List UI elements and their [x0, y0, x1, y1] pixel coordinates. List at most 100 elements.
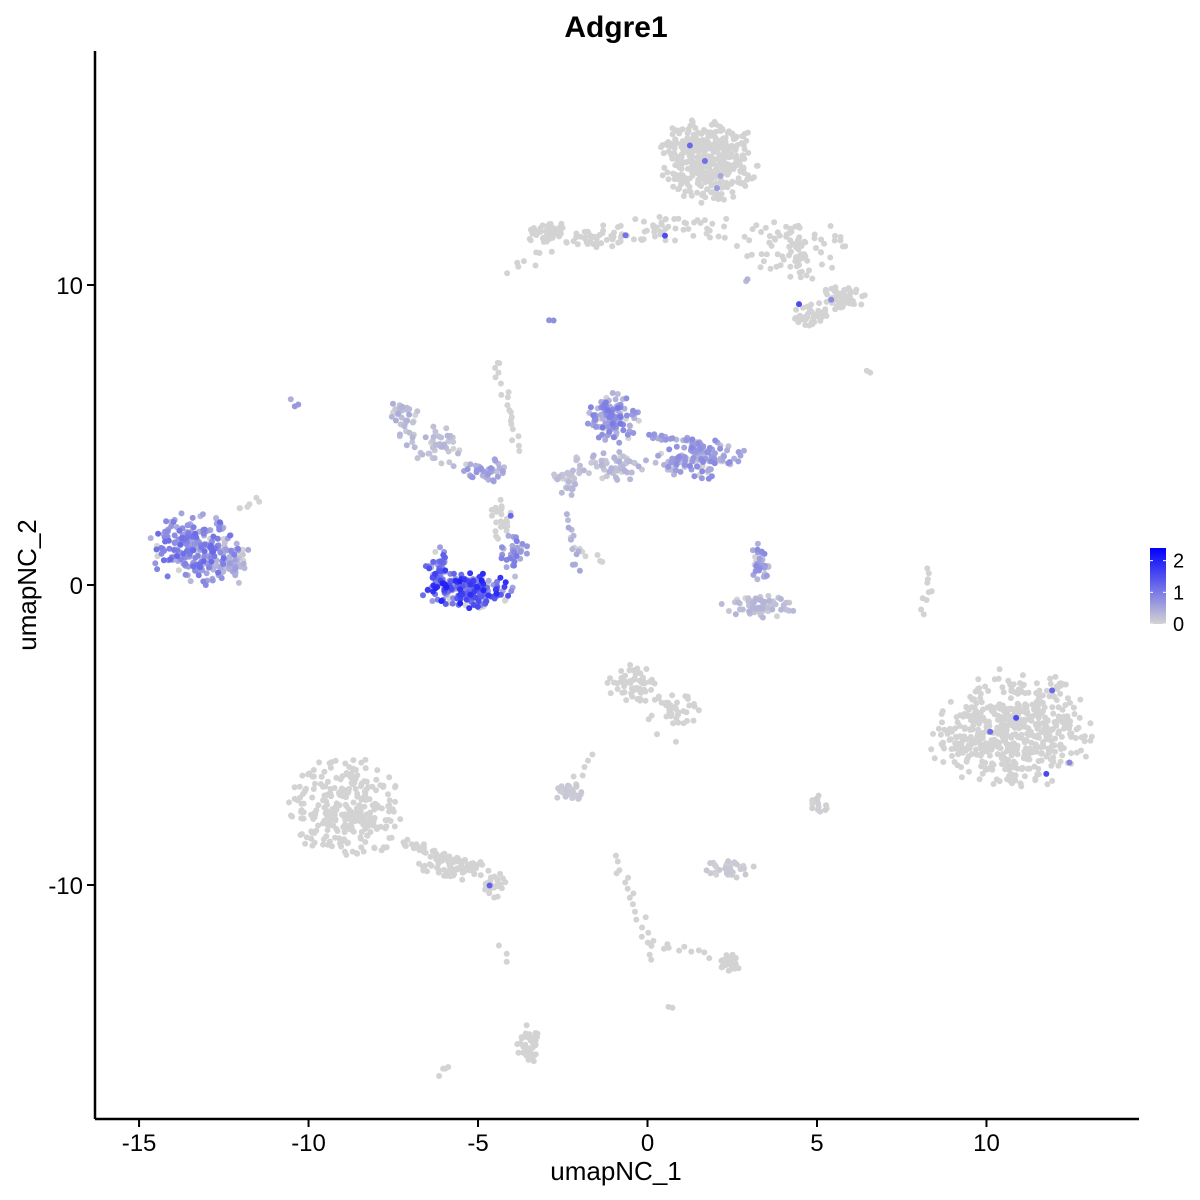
data-point	[695, 707, 702, 714]
data-point	[759, 614, 766, 621]
data-point	[326, 822, 333, 829]
data-point	[359, 813, 366, 820]
data-point	[615, 239, 622, 246]
data-point	[380, 784, 387, 790]
data-point	[658, 219, 665, 226]
data-point	[584, 420, 591, 427]
data-point	[428, 862, 435, 869]
data-point	[679, 126, 686, 133]
data-point	[338, 787, 345, 794]
data-point	[215, 569, 222, 576]
data-point	[761, 598, 768, 605]
data-point	[757, 264, 764, 271]
data-point	[301, 788, 308, 795]
data-point	[622, 232, 629, 239]
data-point	[730, 133, 737, 140]
data-point	[1023, 737, 1030, 744]
data-point	[811, 311, 818, 318]
data-point	[1012, 731, 1019, 738]
data-point	[662, 436, 669, 443]
data-point	[1066, 759, 1073, 766]
data-point	[632, 908, 638, 915]
data-point	[474, 861, 481, 868]
data-point	[603, 473, 610, 480]
data-point	[977, 751, 984, 758]
data-point	[565, 524, 572, 531]
data-point	[751, 174, 757, 181]
data-point	[160, 557, 167, 564]
data-point	[245, 546, 252, 553]
data-point	[498, 506, 505, 513]
data-point	[821, 240, 828, 247]
data-point	[210, 533, 217, 540]
data-point	[648, 678, 655, 685]
data-point	[594, 241, 601, 247]
data-point	[223, 546, 229, 553]
data-point	[342, 816, 349, 823]
data-point	[656, 213, 663, 220]
data-point	[421, 862, 428, 869]
data-point	[321, 792, 328, 799]
data-point	[975, 726, 982, 733]
data-point	[1046, 727, 1053, 734]
data-point	[485, 476, 492, 483]
data-point	[698, 183, 704, 189]
data-point	[688, 444, 695, 451]
data-point	[732, 611, 739, 618]
data-point	[516, 448, 523, 454]
data-point	[702, 145, 709, 152]
data-point	[630, 236, 637, 243]
data-point	[523, 1052, 530, 1059]
data-point	[999, 684, 1006, 691]
data-point	[581, 764, 588, 770]
data-point	[362, 765, 369, 772]
data-point	[534, 1030, 541, 1037]
data-point	[184, 522, 191, 529]
data-point	[1024, 753, 1031, 760]
data-point	[1043, 770, 1050, 777]
data-point	[1024, 765, 1031, 772]
data-point	[201, 548, 208, 555]
data-point	[975, 715, 982, 722]
data-point	[741, 130, 748, 137]
data-point	[701, 158, 708, 164]
data-point	[214, 535, 221, 542]
data-point	[470, 860, 476, 867]
data-point	[724, 447, 731, 454]
data-point	[180, 550, 187, 557]
data-point	[1021, 748, 1028, 755]
data-point	[816, 300, 823, 307]
data-point	[334, 828, 341, 834]
data-point	[679, 161, 686, 168]
data-point	[1054, 686, 1061, 692]
data-point	[685, 126, 692, 133]
data-point	[1033, 748, 1040, 755]
data-point	[441, 866, 448, 873]
data-point	[171, 539, 178, 546]
data-point	[1041, 704, 1048, 711]
data-point	[480, 587, 487, 594]
data-point	[623, 412, 630, 419]
data-point	[795, 222, 802, 229]
data-point	[955, 746, 962, 753]
data-point	[627, 662, 634, 668]
data-point	[164, 573, 171, 580]
data-point	[580, 467, 587, 474]
data-point	[445, 856, 452, 863]
data-point	[455, 450, 461, 457]
data-point	[467, 570, 474, 577]
data-point	[485, 470, 492, 477]
data-point	[683, 437, 689, 443]
data-point	[638, 933, 645, 940]
data-point	[661, 164, 668, 171]
data-point	[627, 679, 634, 686]
data-point	[673, 715, 680, 722]
data-point	[633, 916, 640, 923]
data-point	[503, 515, 510, 522]
data-point	[497, 574, 504, 581]
data-point	[617, 414, 624, 420]
data-point	[977, 742, 984, 749]
data-point	[694, 463, 700, 470]
data-point	[569, 561, 576, 568]
data-point	[373, 776, 380, 783]
